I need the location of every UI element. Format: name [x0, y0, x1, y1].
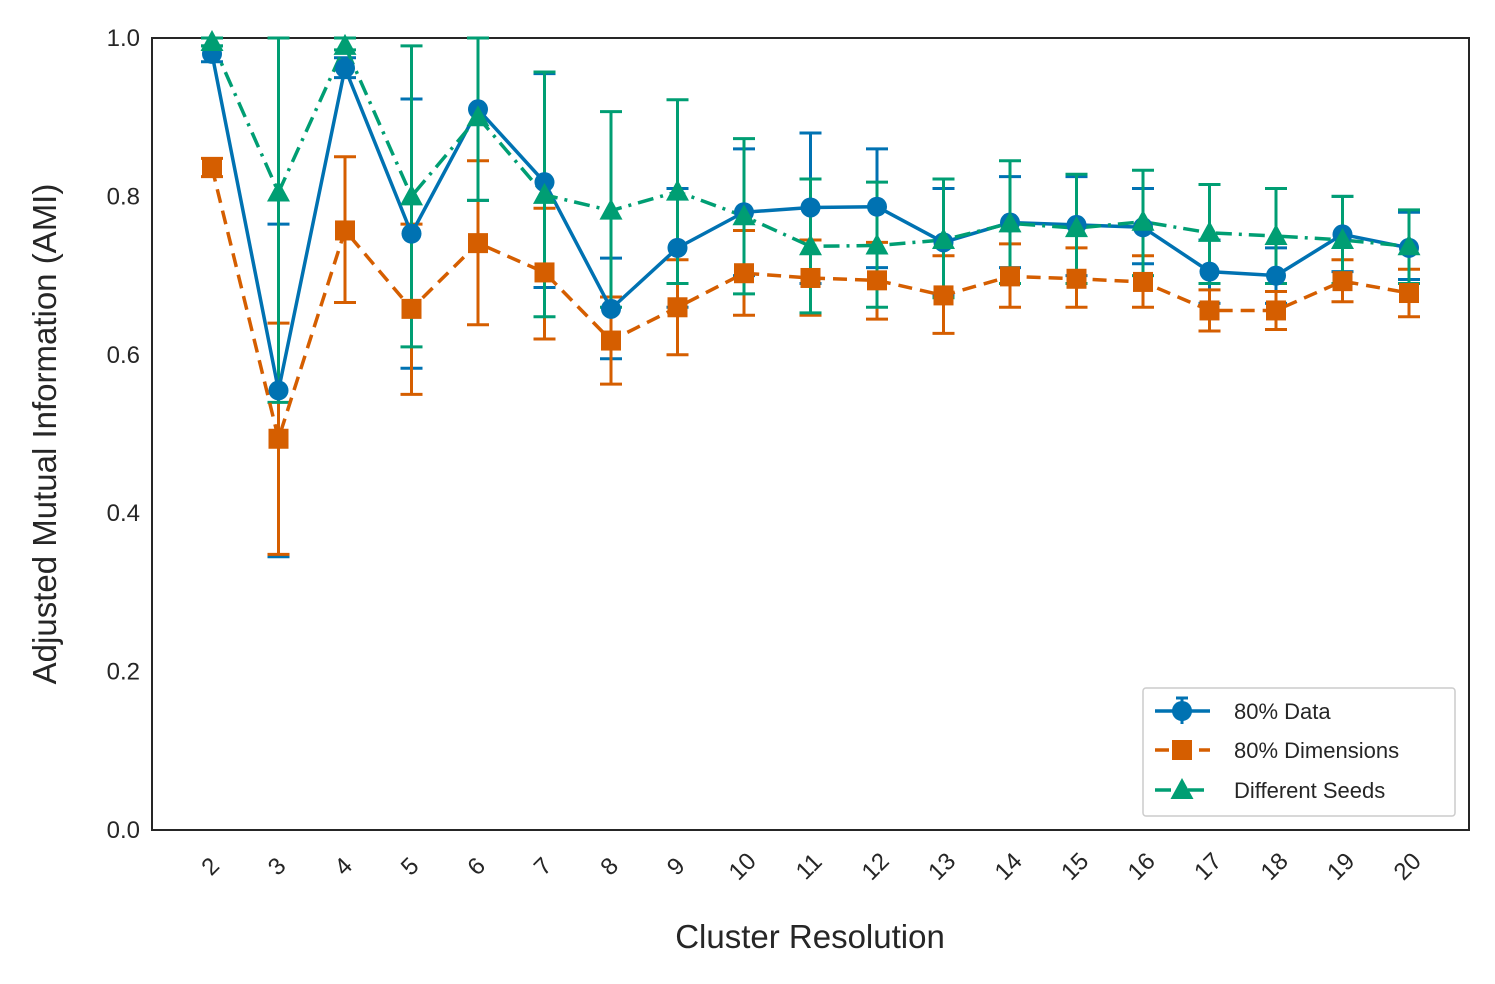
y-tick-label: 0.0 — [107, 817, 140, 844]
y-tick-label: 0.6 — [107, 342, 140, 369]
point-80-dimensions — [202, 157, 222, 178]
point-80-data — [867, 196, 887, 217]
point-different-seeds — [1331, 227, 1354, 249]
point-80-data — [1199, 261, 1220, 282]
x-tick-label: 20 — [1389, 848, 1427, 886]
point-different-seeds — [1131, 209, 1155, 231]
legend-label-different-seeds: Different Seeds — [1234, 778, 1385, 803]
point-different-seeds — [466, 105, 490, 127]
legend-label-80-data: 80% Data — [1234, 699, 1331, 724]
point-80-dimensions — [667, 297, 688, 318]
x-tick-label: 16 — [1123, 848, 1161, 886]
point-different-seeds — [333, 33, 357, 55]
point-different-seeds — [1198, 220, 1221, 242]
point-80-dimensions — [268, 428, 289, 449]
point-80-data — [401, 223, 422, 244]
series-markers — [200, 29, 1421, 449]
point-80-data — [335, 58, 355, 79]
y-tick-label: 0.2 — [107, 659, 140, 686]
x-tick-label: 5 — [396, 852, 425, 881]
x-tick-label: 8 — [595, 852, 624, 881]
x-tick-label: 15 — [1056, 848, 1094, 886]
point-80-dimensions — [1399, 283, 1419, 304]
point-80-dimensions — [867, 270, 887, 291]
point-80-dimensions — [1266, 300, 1286, 321]
point-80-dimensions — [468, 233, 488, 254]
point-different-seeds — [666, 179, 689, 201]
point-80-data — [800, 197, 821, 218]
x-tick-label: 13 — [923, 848, 961, 886]
legend-marker-different-seeds — [1170, 778, 1194, 799]
point-80-dimensions — [1000, 266, 1020, 287]
legend-marker-80-data — [1172, 701, 1192, 721]
point-80-dimensions — [401, 298, 422, 319]
point-different-seeds — [267, 180, 290, 202]
legend-box — [1142, 687, 1456, 817]
point-80-data — [667, 237, 688, 258]
legend: 80% Data 80% Dimensions Different Seeds — [1142, 687, 1456, 817]
point-80-dimensions — [800, 267, 821, 288]
point-80-data — [268, 380, 289, 401]
point-different-seeds — [200, 29, 224, 51]
point-80-dimensions — [933, 285, 954, 306]
point-different-seeds — [932, 227, 955, 249]
point-80-dimensions — [734, 263, 754, 284]
point-different-seeds — [1065, 216, 1088, 238]
point-80-data — [601, 298, 621, 319]
point-different-seeds — [599, 198, 623, 220]
point-80-dimensions — [1133, 271, 1153, 292]
point-different-seeds — [1397, 234, 1421, 256]
x-axis: 2 3 4 5 6 7 8 9 10 11 12 13 14 15 16 17 18 19 20 — [196, 848, 1426, 886]
point-80-data — [534, 172, 555, 193]
legend-label-80-dimensions: 80% Dimensions — [1234, 738, 1399, 763]
point-80-dimensions — [335, 220, 355, 241]
y-tick-label: 1.0 — [107, 25, 140, 52]
point-80-dimensions — [1066, 268, 1087, 289]
point-different-seeds — [400, 184, 423, 206]
x-tick-label: 4 — [329, 852, 358, 881]
point-different-seeds — [799, 234, 822, 256]
point-80-dimensions — [1332, 271, 1353, 292]
point-different-seeds — [1264, 224, 1288, 245]
point-80-dimensions — [534, 262, 555, 283]
x-tick-label: 9 — [662, 852, 691, 881]
x-axis-title: Cluster Resolution — [675, 918, 945, 955]
point-80-dimensions — [601, 330, 621, 351]
x-tick-label: 12 — [857, 848, 895, 886]
x-tick-label: 14 — [990, 848, 1028, 886]
point-80-dimensions — [1199, 300, 1220, 321]
x-tick-label: 2 — [196, 852, 225, 881]
point-80-data — [1266, 265, 1286, 286]
x-tick-label: 18 — [1256, 848, 1294, 886]
point-different-seeds — [732, 204, 756, 226]
x-tick-label: 11 — [791, 848, 828, 885]
y-axis: 0.0 0.2 0.4 0.6 0.8 1.0 — [107, 25, 140, 844]
x-tick-label: 19 — [1322, 848, 1360, 886]
y-tick-label: 0.8 — [107, 183, 140, 210]
point-different-seeds — [865, 233, 889, 255]
y-tick-label: 0.4 — [107, 500, 140, 527]
x-tick-label: 10 — [724, 848, 762, 886]
x-tick-label: 17 — [1189, 848, 1227, 886]
x-tick-label: 6 — [462, 852, 491, 881]
y-axis-title: Adjusted Mutual Information (AMI) — [26, 184, 63, 685]
point-different-seeds — [533, 182, 556, 204]
x-tick-label: 3 — [263, 852, 292, 881]
point-different-seeds — [998, 211, 1022, 233]
x-tick-label: 7 — [529, 852, 558, 881]
legend-marker-80-dimensions — [1172, 740, 1192, 760]
